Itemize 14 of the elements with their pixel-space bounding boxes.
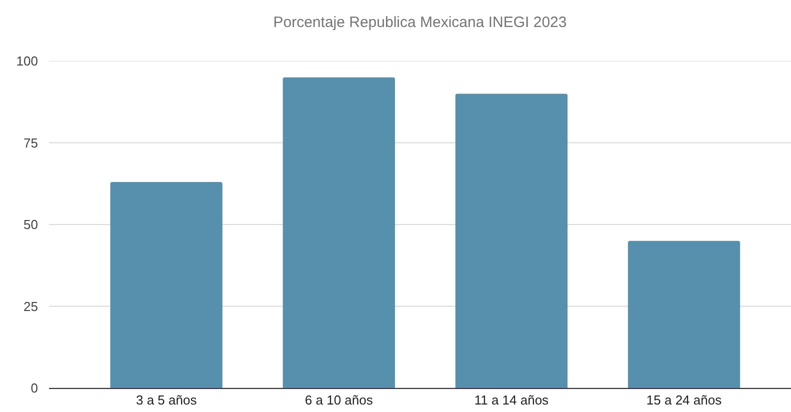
y-tick-label: 0: [30, 380, 38, 396]
x-tick-label: 15 a 24 años: [646, 392, 722, 408]
bar: [110, 182, 222, 388]
bar: [282, 77, 395, 388]
y-tick-label: 25: [24, 298, 38, 314]
bar: [455, 94, 568, 388]
x-tick-label: 11 a 14 años: [474, 392, 550, 408]
x-tick-label: 3 a 5 años: [136, 392, 198, 408]
y-tick-label: 50: [24, 217, 38, 232]
y-tick-label: 100: [16, 54, 38, 69]
bar: [628, 240, 740, 388]
chart-title: Porcentaje Republica Mexicana INEGI 2023: [273, 14, 567, 31]
x-tick-label: 6 a 10 años: [304, 392, 374, 408]
y-tick-label: 75: [24, 135, 38, 150]
